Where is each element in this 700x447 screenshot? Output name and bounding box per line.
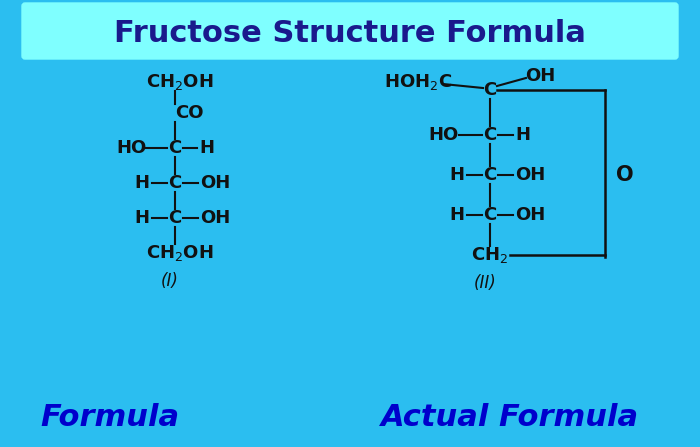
Text: OH: OH	[515, 166, 545, 184]
Text: CH$_2$: CH$_2$	[471, 245, 509, 265]
Text: CH$_2$OH: CH$_2$OH	[146, 243, 214, 263]
Text: Formula: Formula	[41, 404, 180, 433]
Text: H: H	[449, 206, 465, 224]
Text: (I): (I)	[161, 272, 179, 290]
Text: C: C	[484, 126, 496, 144]
Text: OH: OH	[515, 206, 545, 224]
Text: HOH$_2$C: HOH$_2$C	[384, 72, 452, 92]
Text: C: C	[169, 174, 181, 192]
Text: C: C	[484, 166, 496, 184]
Text: (II): (II)	[474, 274, 496, 292]
Text: OH: OH	[525, 67, 555, 85]
Text: O: O	[616, 165, 634, 185]
FancyBboxPatch shape	[22, 3, 678, 59]
Text: H: H	[449, 166, 465, 184]
Text: CH$_2$OH: CH$_2$OH	[146, 72, 214, 92]
Text: Actual Formula: Actual Formula	[381, 404, 639, 433]
Text: OH: OH	[200, 174, 230, 192]
Text: C: C	[484, 206, 496, 224]
Text: H: H	[134, 174, 150, 192]
Text: C: C	[169, 139, 181, 157]
Text: H: H	[199, 139, 214, 157]
Text: H: H	[134, 209, 150, 227]
Text: H: H	[515, 126, 531, 144]
Text: C: C	[484, 81, 496, 99]
Text: CO: CO	[175, 104, 204, 122]
Text: Fructose Structure Formula: Fructose Structure Formula	[114, 18, 586, 47]
Text: HO: HO	[117, 139, 147, 157]
Text: HO: HO	[429, 126, 459, 144]
Text: OH: OH	[200, 209, 230, 227]
Text: C: C	[169, 209, 181, 227]
